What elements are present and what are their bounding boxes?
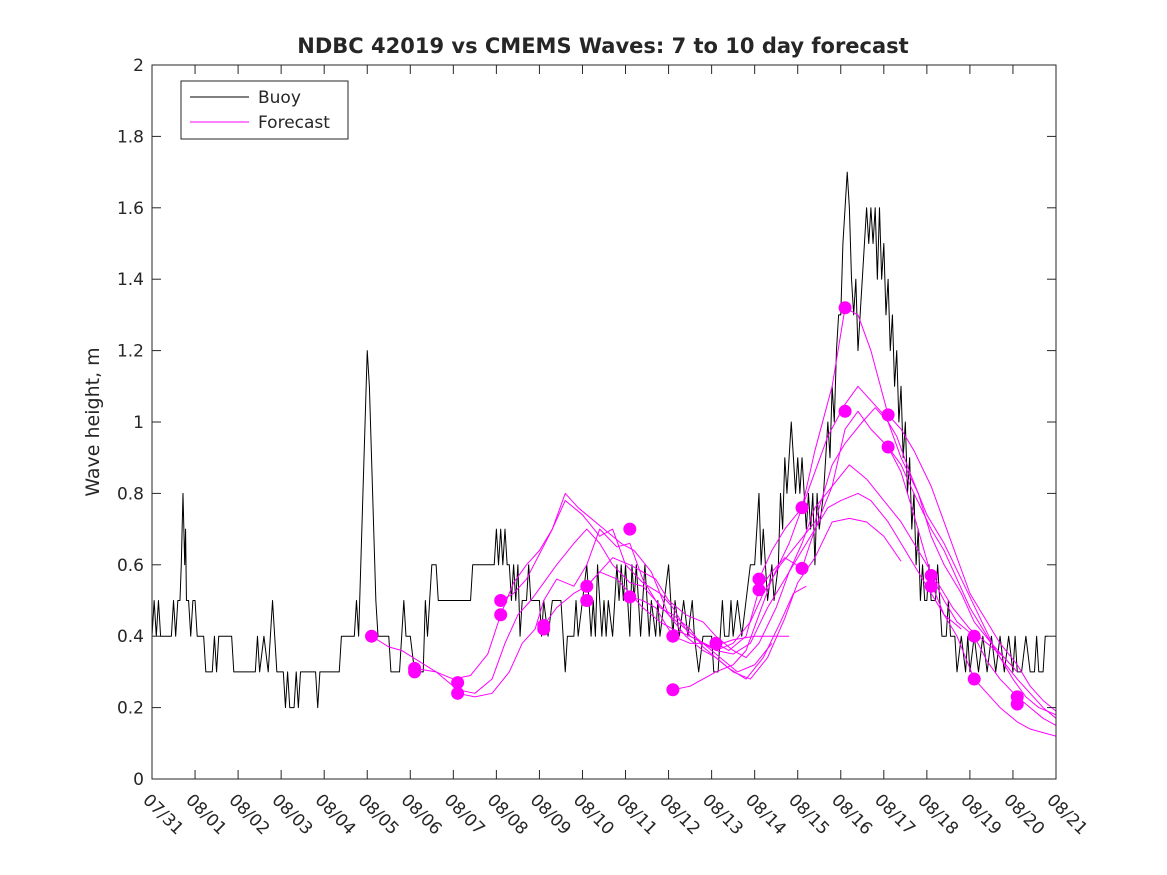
legend-box (180, 80, 349, 140)
forecast-series-line-12 (930, 582, 1056, 737)
y-tick-label: 0.2 (117, 699, 144, 719)
forecast-marker-0 (365, 629, 379, 643)
y-tick-label: 0.8 (117, 484, 144, 504)
forecast-marker-4 (451, 686, 465, 700)
forecast-marker-13 (666, 629, 680, 643)
forecast-series-line-10 (758, 307, 1056, 712)
y-tick-label: 2 (133, 56, 144, 76)
legend-forecast-label: Forecast (258, 113, 330, 133)
forecast-marker-6 (494, 608, 508, 622)
forecast-marker-8 (537, 622, 551, 636)
y-tick-label: 0.4 (117, 627, 144, 647)
forecast-series-line-8 (672, 385, 1056, 716)
forecast-marker-3 (451, 676, 465, 690)
legend-buoy-label: Buoy (258, 88, 301, 108)
series-group (152, 171, 1056, 737)
y-tick-label: 1 (133, 413, 144, 433)
forecast-series-line-6 (586, 464, 1005, 659)
forecast-marker-19 (795, 561, 809, 575)
forecast-marker-5 (494, 594, 508, 607)
forecast-marker-18 (795, 501, 809, 515)
buoy-series-line (152, 171, 1048, 709)
forecast-marker-24 (924, 569, 938, 583)
legend: Buoy Forecast (180, 80, 349, 140)
plot-area (152, 171, 1056, 737)
forecast-marker-22 (881, 408, 895, 422)
forecast-series-line-7 (629, 407, 1018, 673)
forecast-series-line-3 (457, 528, 807, 698)
forecast-marker-16 (752, 572, 766, 586)
forecast-marker-29 (1010, 697, 1024, 711)
y-tick-label: 0.6 (117, 556, 144, 576)
forecast-marker-12 (623, 590, 637, 604)
forecast-marker-11 (623, 522, 637, 536)
y-tick-label: 1.8 (117, 127, 144, 147)
forecast-marker-14 (666, 683, 680, 697)
y-axis-label: Wave height, m (82, 347, 104, 496)
y-tick-label: 1.4 (117, 270, 144, 290)
forecast-marker-23 (881, 440, 895, 454)
y-tick-label: 0 (133, 770, 144, 790)
forecast-marker-27 (967, 672, 981, 686)
y-tick-label: 1.2 (117, 342, 144, 362)
forecast-marker-10 (580, 594, 594, 607)
forecast-marker-2 (408, 665, 422, 679)
forecast-marker-9 (580, 579, 594, 593)
forecast-series-line-4 (500, 492, 902, 680)
chart-title: NDBC 42019 vs CMEMS Waves: 7 to 10 day f… (297, 34, 908, 58)
forecast-marker-26 (967, 629, 981, 643)
forecast-series-line-1 (371, 500, 790, 680)
y-tick-label: 1.6 (117, 199, 144, 219)
forecast-marker-17 (752, 583, 766, 597)
forecast-series-line-2 (414, 528, 773, 694)
forecast-marker-15 (709, 636, 723, 650)
forecast-marker-25 (924, 579, 938, 593)
forecast-marker-20 (838, 301, 852, 315)
forecast-series-line-5 (543, 492, 962, 655)
forecast-marker-21 (838, 404, 852, 418)
